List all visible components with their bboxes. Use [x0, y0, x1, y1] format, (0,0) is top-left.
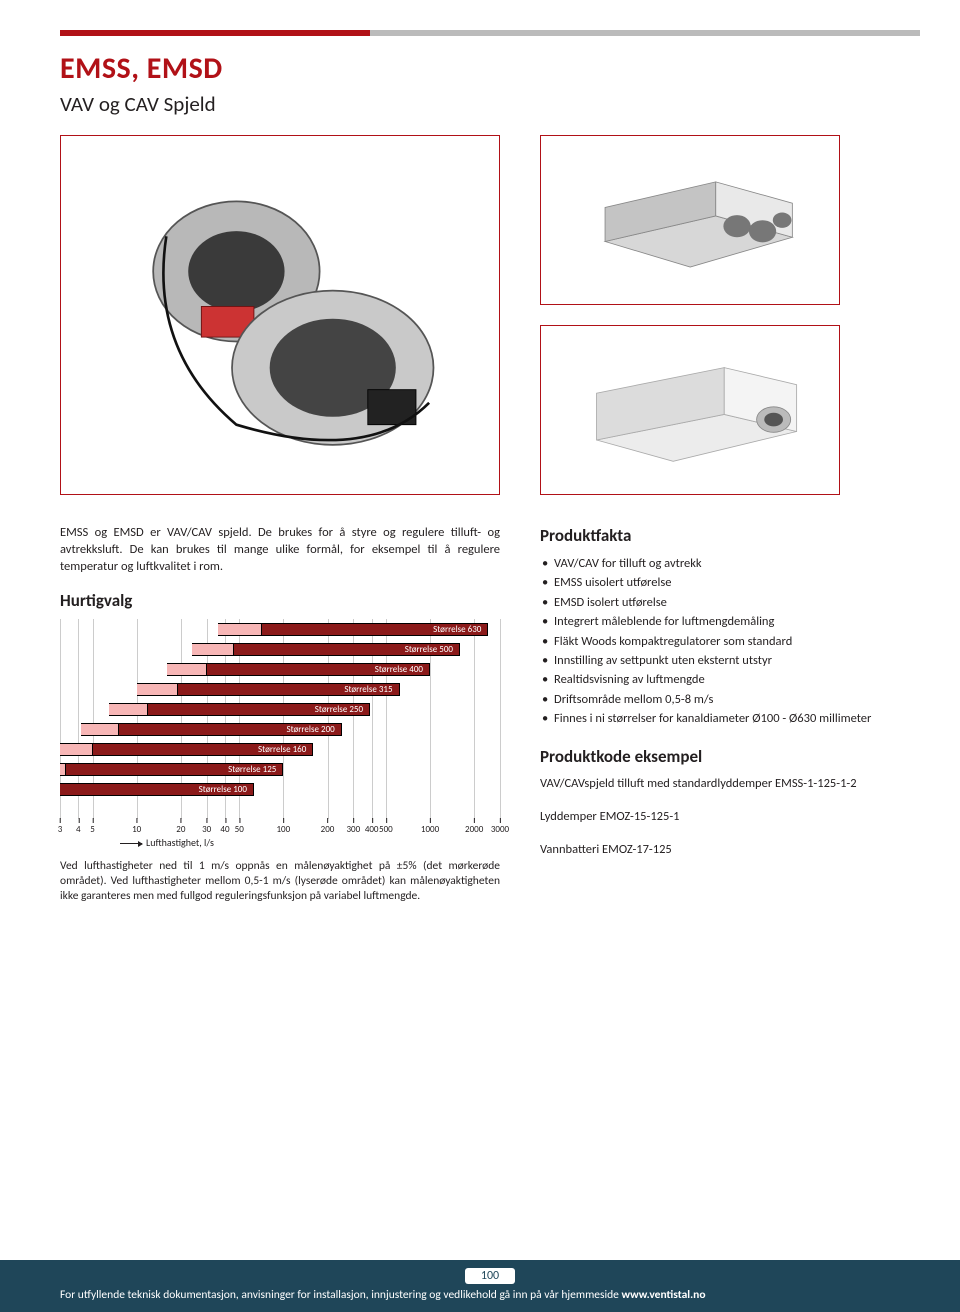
produktfakta-heading: Produktfakta [540, 525, 920, 546]
produktkode-example: VAV/CAVspjeld tilluft med standardlyddem… [540, 775, 920, 794]
produktfakta-item: EMSS uisolert utførelse [540, 573, 920, 592]
produktfakta-item: Integrert måleblende for luftmengdemålin… [540, 612, 920, 631]
chart-x-tick: 50 [235, 824, 244, 835]
page: EMSS, EMSD VAV og CAV Spjeld [0, 0, 960, 1260]
size-range-chart: Størrelse 630 Størrelse 500 Størrelse 400 S… [60, 619, 500, 849]
product-image-main [60, 135, 500, 495]
produktkode-examples: VAV/CAVspjeld tilluft med standardlyddem… [540, 775, 920, 859]
chart-bar-dark: Størrelse 125 [66, 763, 283, 776]
chart-bar-light [167, 663, 207, 676]
produktkode-example: Vannbatteri EMOZ-17-125 [540, 841, 920, 860]
chart-x-tick: 500 [379, 824, 393, 835]
chart-bar-dark: Størrelse 200 [119, 723, 342, 736]
chart-bar-dark: Størrelse 100 [60, 783, 254, 796]
chart-x-axis: Lufthastighet, l/s 3 45 10 20 30 40 50 100 200 30… [60, 819, 500, 849]
produktfakta-item: EMSD isolert utførelse [540, 593, 920, 612]
chart-x-tick: 40 [220, 824, 229, 835]
top-accent-bar [60, 30, 920, 36]
chart-x-tick: 300 [346, 824, 360, 835]
produktfakta-item: Innstilling av settpunkt uten eksternt u… [540, 651, 920, 670]
chart-x-tick: 200 [321, 824, 335, 835]
produktfakta-item: VAV/CAV for tilluft og avtrekk [540, 554, 920, 573]
product-image-box-top [540, 135, 840, 305]
chart-bar-label: Størrelse 315 [344, 684, 392, 695]
chart-bar-dark: Størrelse 250 [148, 703, 370, 716]
chart-bar-dark: Størrelse 400 [207, 663, 430, 676]
chart-gridline [474, 619, 475, 819]
chart-x-tick: 4 [76, 824, 81, 835]
chart-x-tick: 3000 [491, 824, 509, 835]
produktfakta-item: Fläkt Woods kompaktregulatorer som stand… [540, 632, 920, 651]
chart-x-tick: 10 [132, 824, 141, 835]
chart-bar-label: Størrelse 400 [375, 664, 423, 675]
chart-bar-label: Størrelse 100 [199, 784, 247, 795]
page-footer: 100 For utfyllende teknisk dokumentasjon… [0, 1260, 960, 1312]
chart-x-tick: 5 [90, 824, 95, 835]
page-number: 100 [465, 1268, 515, 1284]
chart-bar-label: Størrelse 250 [315, 704, 363, 715]
chart-bar-light [192, 643, 233, 656]
chart-x-tick: 1000 [421, 824, 439, 835]
produktkode-heading: Produktkode eksempel [540, 746, 920, 767]
chart-x-label: Lufthastighet, l/s [120, 836, 214, 849]
chart-bar-label: Størrelse 630 [433, 624, 481, 635]
chart-bar-label: Størrelse 160 [258, 744, 306, 755]
page-subtitle: VAV og CAV Spjeld [60, 91, 920, 117]
intro-paragraph: EMSS og EMSD er VAV/CAV spjeld. De bruke… [60, 525, 500, 576]
product-image-row [60, 135, 920, 495]
chart-bar-label: Størrelse 200 [286, 724, 334, 735]
left-column: EMSS og EMSD er VAV/CAV spjeld. De bruke… [60, 525, 500, 903]
produktfakta-item: Driftsområde mellom 0,5-8 m/s [540, 690, 920, 709]
chart-bar-light [81, 723, 119, 736]
chart-gridline [500, 619, 501, 819]
chart-x-tick: 400 [365, 824, 379, 835]
chart-bar-dark: Størrelse 160 [93, 743, 314, 756]
chart-x-tick: 100 [277, 824, 291, 835]
chart-bar-light [218, 623, 262, 636]
page-title: EMSS, EMSD [60, 50, 920, 87]
produktfakta-item: Realtidsvisning av luftmengde [540, 670, 920, 689]
produktfakta-item: Finnes i ni størrelser for kanaldiameter… [540, 709, 920, 728]
chart-footnote: Ved lufthastigheter ned til 1 m/s oppnås… [60, 859, 500, 904]
footer-text: For utfyllende teknisk dokumentasjon, an… [60, 1288, 621, 1302]
chart-bar-label: Størrelse 125 [228, 764, 276, 775]
chart-bar-dark: Størrelse 500 [234, 643, 460, 656]
footer-url: www.ventistal.no [621, 1288, 705, 1302]
produktfakta-list: VAV/CAV for tilluft og avtrekkEMSS uisol… [540, 554, 920, 728]
produktkode-example: Lyddemper EMOZ-15-125-1 [540, 808, 920, 827]
chart-x-tick: 2000 [465, 824, 483, 835]
product-image-box-bottom [540, 325, 840, 495]
right-column: Produktfakta VAV/CAV for tilluft og avtr… [540, 525, 920, 903]
chart-bar-light [137, 683, 178, 696]
chart-bar-dark: Størrelse 315 [178, 683, 400, 696]
chart-bar-label: Størrelse 500 [405, 644, 453, 655]
chart-x-tick: 20 [176, 824, 185, 835]
chart-bar-dark: Størrelse 630 [262, 623, 488, 636]
chart-x-tick: 30 [202, 824, 211, 835]
chart-x-tick: 3 [58, 824, 63, 835]
hurtigvalg-heading: Hurtigvalg [60, 590, 500, 611]
chart-bar-light [60, 743, 93, 756]
chart-bar-light [109, 703, 148, 716]
